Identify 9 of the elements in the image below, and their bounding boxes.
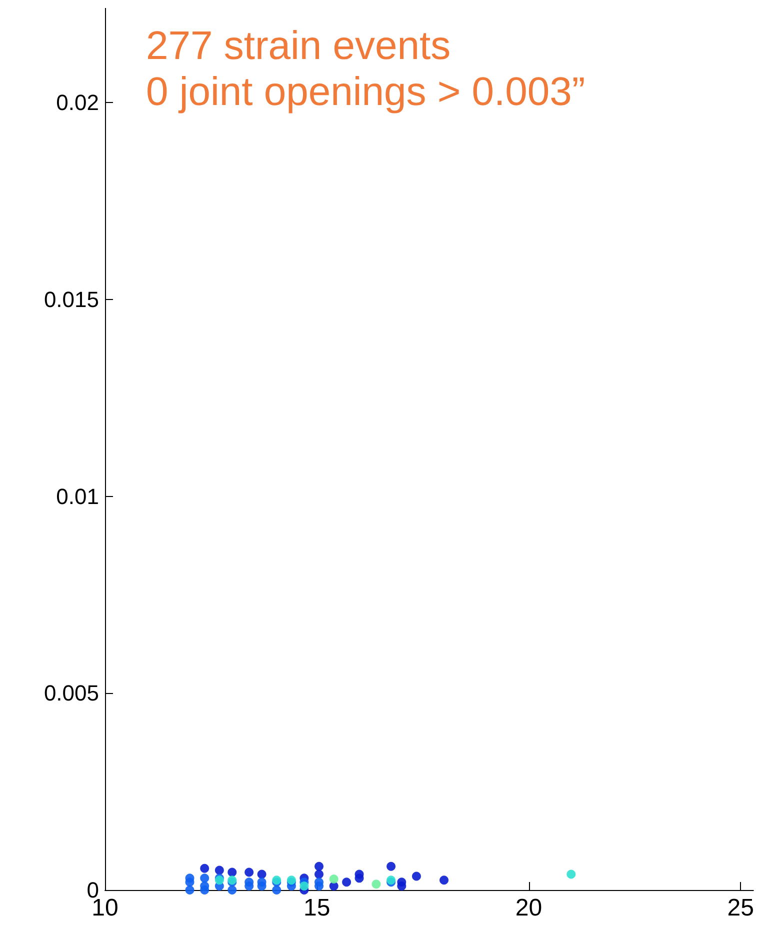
x-tick-label: 15 xyxy=(304,894,330,922)
y-tick-label: 0.005 xyxy=(44,680,99,706)
y-tick-label: 0.015 xyxy=(44,286,99,312)
x-tick-label: 20 xyxy=(515,894,542,922)
annotation: 277 strain events xyxy=(146,24,451,68)
y-tick-label: 0.01 xyxy=(56,484,99,509)
x-tick-label: 25 xyxy=(727,894,754,922)
y-tick-label: 0.02 xyxy=(56,90,99,115)
annotation: 0 joint openings > 0.003” xyxy=(146,70,586,114)
